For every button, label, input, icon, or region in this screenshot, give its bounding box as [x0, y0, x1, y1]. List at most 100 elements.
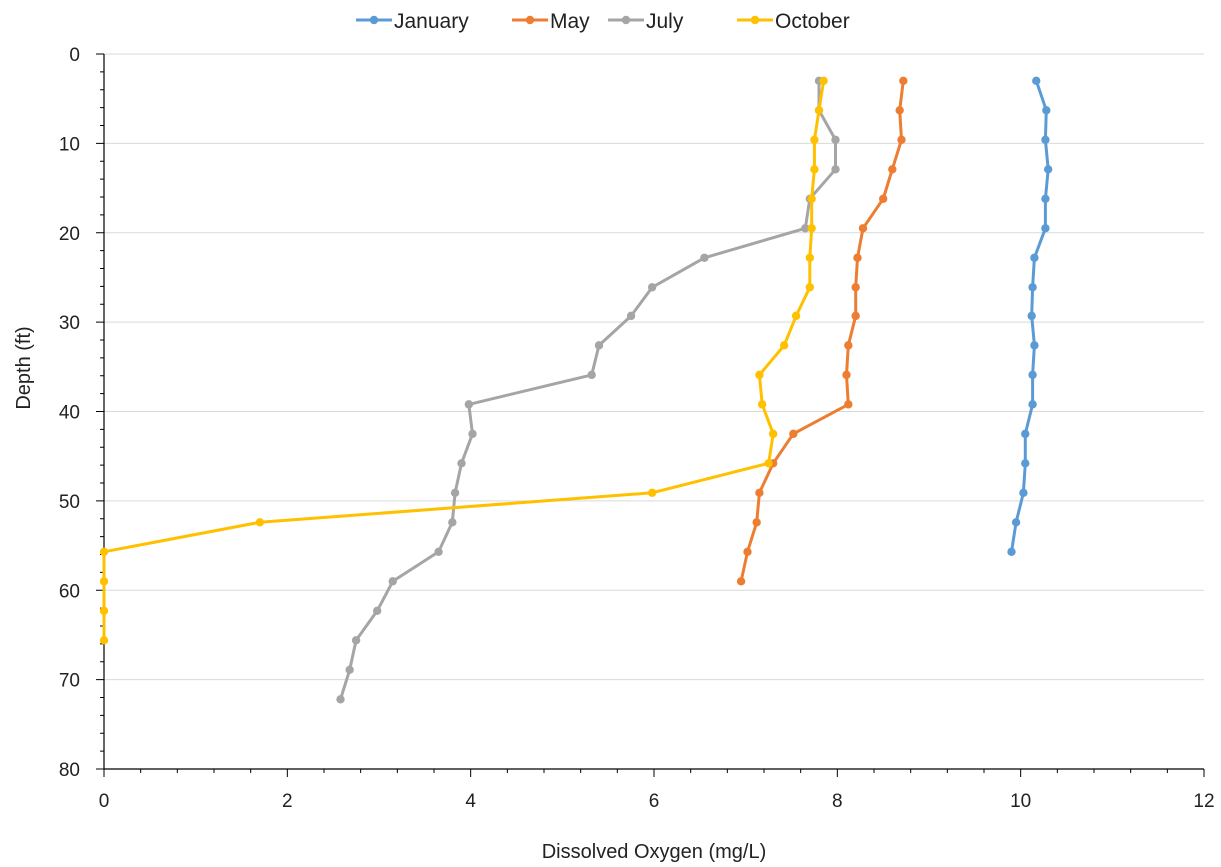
data-point-july-21	[336, 695, 345, 704]
data-point-october-14	[647, 488, 657, 498]
data-point-may-5	[858, 224, 868, 233]
data-point-july-7	[647, 283, 657, 292]
data-point-may-6	[853, 253, 862, 262]
data-point-july-6	[700, 253, 709, 262]
legend-label-july: July	[646, 10, 684, 33]
data-point-january-0	[1032, 76, 1041, 86]
x-axis-title: Dissolved Oxygen (mg/L)	[542, 841, 767, 863]
legend-item-october: October	[737, 10, 850, 33]
data-point-january-1	[1042, 106, 1051, 115]
data-point-july-9	[594, 341, 604, 350]
data-point-october-1	[814, 106, 824, 115]
legend-swatch-marker-may	[525, 15, 535, 25]
data-point-january-6	[1030, 253, 1039, 262]
y-tick-label-80: 80	[59, 760, 80, 781]
data-point-july-8	[626, 311, 636, 321]
legend-label-may: May	[550, 10, 590, 33]
data-point-october-6	[805, 253, 815, 262]
data-point-october-18	[99, 606, 109, 616]
y-tick-label-50: 50	[59, 492, 80, 513]
data-point-january-7	[1028, 283, 1037, 292]
data-point-january-4	[1041, 194, 1050, 203]
legend-swatch-marker-october	[750, 15, 760, 25]
data-point-july-17	[388, 577, 397, 586]
data-point-october-12	[768, 429, 778, 439]
legend-label-october: October	[775, 10, 850, 33]
y-tick-label-20: 20	[59, 224, 80, 245]
series-line-may	[739, 80, 905, 582]
data-point-october-15	[255, 518, 265, 527]
data-point-october-19	[99, 636, 109, 645]
legend-item-july: July	[608, 10, 684, 33]
data-point-january-9	[1030, 341, 1039, 350]
data-point-july-19	[351, 636, 361, 645]
data-point-october-5	[807, 224, 816, 233]
series-line-july	[339, 80, 837, 700]
data-point-october-7	[805, 283, 815, 292]
series-july	[336, 76, 840, 704]
data-point-july-16	[434, 547, 443, 557]
data-point-july-2	[831, 135, 840, 144]
data-point-october-2	[810, 135, 819, 144]
legend-swatch-marker-july	[621, 15, 631, 25]
data-point-july-12	[468, 429, 477, 439]
data-point-january-12	[1021, 429, 1030, 439]
data-point-may-3	[888, 165, 897, 174]
data-point-october-3	[810, 165, 819, 174]
series-october	[99, 76, 828, 645]
data-point-may-8	[851, 311, 860, 321]
data-point-october-8	[791, 311, 801, 321]
data-point-july-15	[448, 518, 457, 527]
data-point-july-20	[345, 665, 354, 674]
data-point-may-16	[743, 547, 752, 557]
series-line-october	[102, 80, 826, 641]
data-point-october-13	[764, 459, 773, 468]
axes: 0 10 20 30 40 50 60 70 80 0 2 4 6 8 10 12	[59, 45, 1215, 812]
series-january	[1007, 76, 1053, 557]
data-point-january-15	[1011, 518, 1021, 527]
data-point-january-5	[1041, 224, 1050, 233]
data-point-may-9	[844, 341, 853, 350]
data-point-october-17	[99, 577, 109, 586]
data-point-january-3	[1043, 165, 1053, 174]
y-tick-label-60: 60	[59, 581, 80, 602]
x-tick-label-0: 0	[99, 791, 110, 812]
y-tick-label-0: 0	[69, 45, 80, 66]
data-point-january-14	[1019, 488, 1028, 498]
series-may	[736, 76, 908, 586]
x-tick-label-10: 10	[1010, 791, 1031, 812]
data-point-may-4	[878, 194, 888, 203]
data-point-july-10	[587, 370, 596, 380]
y-tick-label-70: 70	[59, 671, 80, 692]
y-tick-label-30: 30	[59, 313, 80, 334]
data-point-july-14	[450, 488, 460, 498]
data-point-may-2	[897, 135, 906, 144]
data-point-january-2	[1041, 135, 1050, 144]
data-point-july-5	[801, 224, 810, 233]
data-point-may-12	[789, 429, 798, 439]
legend-item-may: May	[512, 10, 590, 33]
legend-swatch-marker-january	[369, 15, 379, 25]
x-tick-label-2: 2	[282, 791, 293, 812]
data-point-january-16	[1007, 547, 1016, 557]
data-point-october-10	[755, 370, 764, 380]
data-point-october-16	[99, 547, 109, 557]
data-point-may-17	[736, 577, 746, 586]
y-tick-label-40: 40	[59, 403, 80, 424]
legend: January May July October	[356, 10, 850, 33]
legend-item-january: January	[356, 10, 469, 33]
y-axis-title: Depth (ft)	[13, 326, 35, 409]
x-tick-label-6: 6	[649, 791, 660, 812]
data-point-october-9	[779, 341, 789, 350]
data-point-january-10	[1028, 370, 1037, 380]
data-point-may-7	[851, 283, 860, 292]
legend-label-january: January	[394, 10, 469, 33]
data-point-may-0	[899, 76, 908, 86]
data-point-october-11	[757, 400, 767, 409]
gridlines	[104, 53, 1204, 681]
data-point-july-18	[372, 606, 382, 616]
data-point-july-13	[457, 459, 466, 468]
x-tick-label-12: 12	[1193, 791, 1214, 812]
data-point-october-0	[819, 76, 828, 86]
y-tick-label-10: 10	[59, 134, 80, 155]
